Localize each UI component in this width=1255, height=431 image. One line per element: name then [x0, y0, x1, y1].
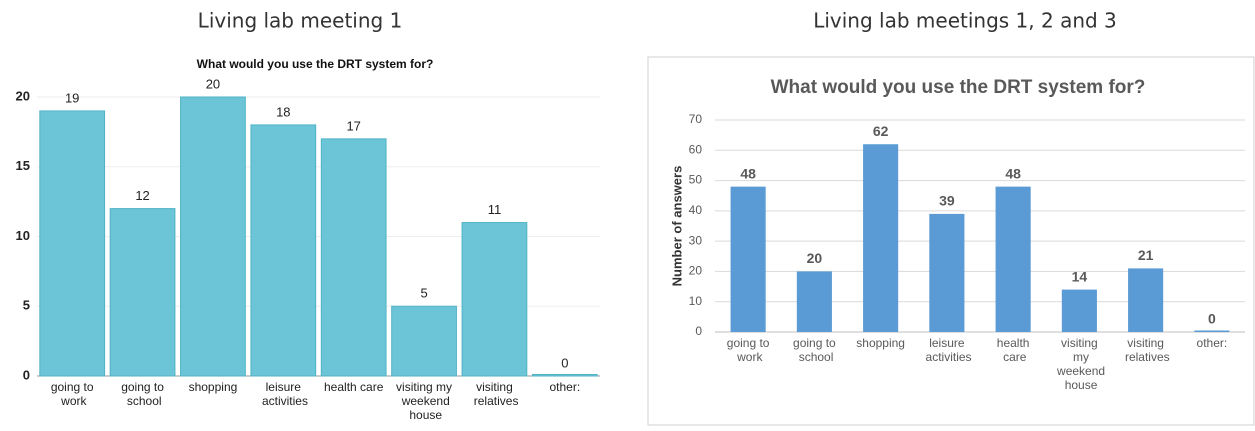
x-tick-label-line: care: [1000, 350, 1027, 364]
chart-heading: Living lab meetings 1, 2 and 3: [813, 9, 1117, 33]
bar: [39, 110, 106, 377]
y-tick-label: 10: [689, 294, 703, 308]
x-tick-label-line: my: [1070, 350, 1089, 364]
value-label: 21: [1138, 247, 1154, 263]
chart-title: What would you use the DRT system for?: [197, 57, 434, 71]
x-tick-label-line: going to: [793, 336, 836, 350]
bar: [1128, 268, 1164, 332]
x-tick-label: visiting my weekend house: [1054, 336, 1105, 392]
y-tick-label: 40: [689, 203, 703, 217]
bar: [730, 186, 766, 332]
x-tick-label-line: weekend: [398, 394, 449, 408]
bar: [180, 96, 246, 377]
value-label: 12: [135, 188, 149, 203]
value-label: 17: [346, 118, 360, 133]
y-tick-label: 10: [16, 228, 30, 243]
value-label: 19: [65, 90, 79, 105]
x-tick-label-line: visiting: [1127, 336, 1164, 350]
x-tick-label-line: other:: [549, 380, 580, 394]
bar: [461, 222, 528, 377]
x-tick-label-line: relatives: [1122, 350, 1170, 364]
y-tick-label: 5: [23, 298, 30, 313]
value-label: 20: [206, 76, 220, 91]
x-tick-label-line: activities: [259, 394, 308, 408]
y-axis-label: Number of answers: [669, 166, 684, 287]
value-label: 18: [276, 104, 290, 119]
bar: [929, 213, 965, 332]
x-tick-label-line: leisure: [929, 336, 965, 350]
y-tick-label: 20: [16, 88, 30, 103]
x-tick-label-line: going to: [727, 336, 770, 350]
x-tick-label-line: health: [997, 336, 1030, 350]
y-tick-label: 0: [23, 367, 30, 382]
chart-heading: Living lab meeting 1: [198, 9, 403, 33]
x-tick-label: shopping: [189, 380, 238, 394]
x-tick-label: shopping: [856, 336, 905, 350]
x-tick-label: visiting relatives: [1122, 336, 1170, 364]
x-tick-label-line: house: [1061, 378, 1097, 392]
value-label: 48: [1005, 165, 1021, 181]
x-tick-label-line: work: [58, 394, 88, 408]
bar: [1194, 330, 1230, 332]
bar: [1061, 289, 1097, 332]
x-tick-label: health care: [997, 336, 1030, 364]
x-tick-label-line: visiting: [1061, 336, 1098, 350]
chart-title: What would you use the DRT system for?: [771, 77, 1146, 98]
x-tick-label-line: relatives: [470, 394, 518, 408]
x-tick-label: going to school: [121, 380, 164, 408]
value-label: 20: [807, 250, 823, 266]
bar: [531, 374, 598, 377]
y-tick-label: 70: [689, 112, 703, 126]
x-tick-label-line: shopping: [856, 336, 905, 350]
bar: [796, 271, 832, 332]
x-tick-label-line: visiting my: [396, 380, 452, 394]
x-tick-label-line: weekend: [1054, 364, 1105, 378]
x-tick-label-line: going to: [121, 380, 164, 394]
x-tick-label: leisure activities: [259, 380, 308, 408]
x-tick-label: other:: [549, 380, 580, 394]
y-tick-label: 20: [689, 264, 703, 278]
bar: [109, 208, 176, 377]
x-tick-label: health care: [324, 380, 384, 394]
x-tick-label: leisure activities: [922, 336, 971, 364]
x-tick-label-line: work: [734, 350, 764, 364]
x-tick-label: visiting relatives: [470, 380, 518, 408]
bar: [995, 186, 1031, 332]
x-tick-label-line: going to: [51, 380, 94, 394]
value-label: 11: [488, 202, 502, 217]
y-tick-label: 0: [695, 324, 702, 338]
x-tick-label: going to work: [727, 336, 770, 364]
bar: [863, 144, 899, 332]
value-label: 14: [1072, 268, 1088, 284]
value-label: 62: [873, 123, 889, 139]
x-tick-label-line: school: [124, 394, 162, 408]
x-tick-label-line: leisure: [266, 380, 302, 394]
y-tick-label: 15: [16, 158, 30, 173]
x-tick-label-line: visiting: [476, 380, 513, 394]
x-tick-label: visiting my weekend house: [396, 380, 452, 422]
y-tick-label: 30: [689, 233, 703, 247]
value-label: 0: [1208, 311, 1216, 327]
x-tick-label: other:: [1197, 336, 1228, 350]
x-tick-label-line: health care: [324, 380, 384, 394]
value-label: 48: [740, 165, 756, 181]
bar: [391, 305, 457, 377]
x-tick-label-line: school: [795, 350, 833, 364]
x-tick-label-line: shopping: [189, 380, 238, 394]
bar: [320, 138, 387, 377]
x-tick-label-line: house: [406, 408, 442, 422]
x-tick-label-line: other:: [1197, 336, 1228, 350]
x-tick-label: going to school: [793, 336, 836, 364]
value-label: 5: [420, 286, 427, 301]
bar: [250, 124, 317, 377]
y-tick-label: 60: [689, 142, 703, 156]
value-label: 0: [561, 355, 568, 370]
y-tick-label: 50: [689, 173, 703, 187]
value-label: 39: [939, 193, 955, 209]
x-tick-label: going to work: [51, 380, 94, 408]
x-tick-label-line: activities: [922, 350, 971, 364]
